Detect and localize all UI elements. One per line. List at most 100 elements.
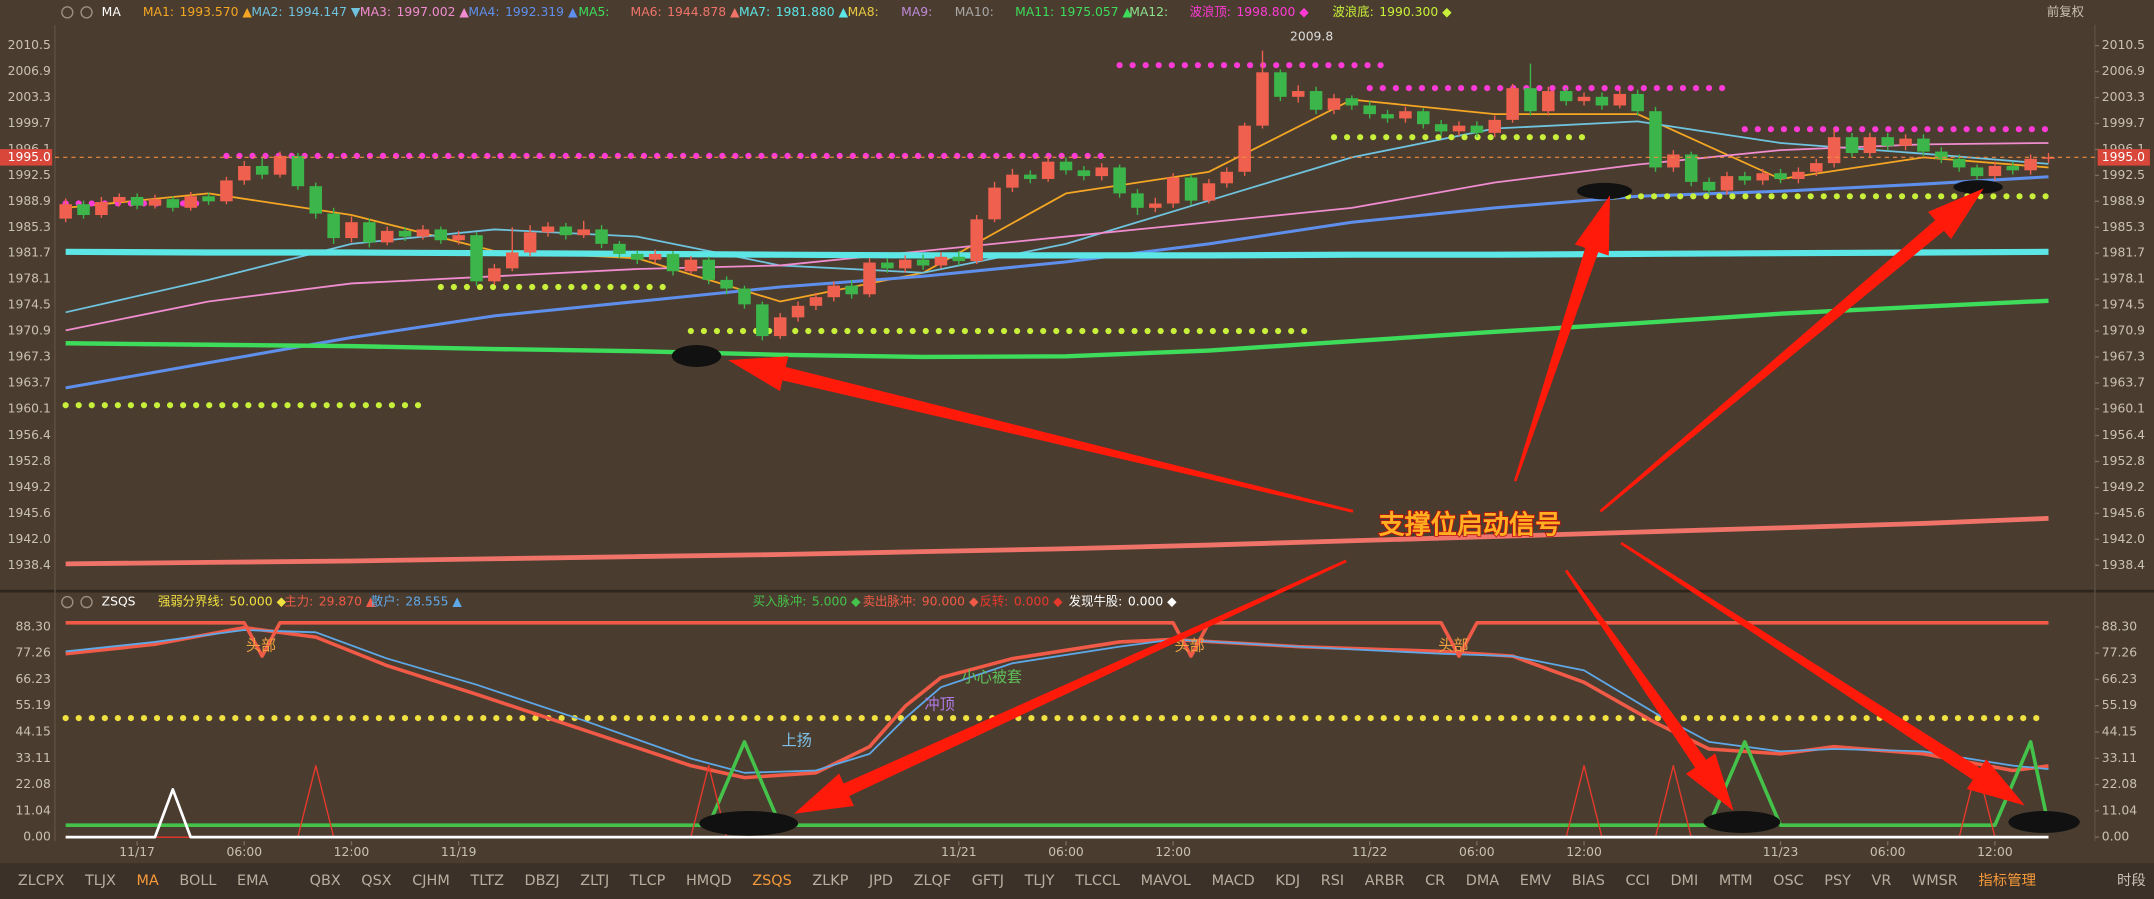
y-tick-label: 88.30 — [15, 619, 51, 633]
close-icon[interactable] — [80, 595, 93, 609]
tab[interactable]: DMI — [1670, 873, 1698, 889]
tab[interactable]: ZLKP — [812, 873, 848, 889]
tab[interactable]: 指标管理 — [1978, 872, 2036, 889]
candle-body — [756, 304, 769, 337]
candle-body — [1988, 166, 2002, 177]
tab[interactable]: BOLL — [179, 873, 216, 889]
tab[interactable]: TLCCL — [1074, 873, 1120, 889]
tab[interactable]: ZLQF — [914, 873, 952, 889]
y-tick-label: 55.19 — [15, 698, 50, 712]
legend-name[interactable]: MA3: — [360, 5, 391, 19]
sub-indicator-name[interactable]: ZSQS — [102, 595, 136, 609]
legend-name[interactable]: 卖出脉冲: — [863, 594, 917, 609]
candle-body — [916, 259, 930, 266]
legend-value: 28.555 ▲ — [405, 595, 462, 609]
tab[interactable]: MAVOL — [1141, 873, 1191, 889]
candle-body — [238, 166, 251, 181]
legend-name[interactable]: MA1: — [143, 5, 174, 19]
candle-body — [970, 219, 983, 262]
tab[interactable]: WMSR — [1912, 873, 1958, 889]
period-button[interactable]: 时段 — [2117, 872, 2146, 889]
tab[interactable]: DBZJ — [525, 873, 560, 889]
legend-name[interactable]: MA11: — [1015, 5, 1054, 19]
candle-body — [1274, 72, 1287, 97]
candle-body — [1220, 171, 1234, 184]
legend-value: 1990.300 ◆ — [1379, 5, 1452, 19]
candle-body — [1291, 91, 1305, 97]
x-tick-label: 11/22 — [1352, 845, 1388, 859]
legend-name[interactable]: 波浪顶: — [1190, 4, 1231, 19]
settings-icon[interactable] — [61, 595, 74, 609]
tab[interactable]: EMV — [1520, 873, 1552, 889]
candle-body — [1470, 125, 1484, 133]
legend-name[interactable]: 主力: — [284, 595, 313, 609]
y-tick-label: 1988.9 — [8, 194, 51, 208]
y-tick-label: 1970.9 — [2102, 324, 2145, 338]
legend-name[interactable]: MA6: — [631, 5, 662, 19]
x-tick-label: 06:00 — [226, 845, 262, 859]
tab[interactable]: EMA — [237, 873, 269, 889]
tab[interactable]: ZLTJ — [580, 873, 609, 889]
tab[interactable]: TLTZ — [469, 873, 504, 889]
tab[interactable]: HMQD — [686, 873, 732, 889]
tab[interactable]: QBX — [310, 873, 341, 889]
tab[interactable]: TLJX — [84, 873, 116, 889]
candle-body — [577, 229, 590, 236]
y-tick-label: 1974.5 — [2102, 298, 2145, 312]
legend-name[interactable]: MA10: — [955, 5, 994, 19]
tab[interactable]: BIAS — [1572, 873, 1605, 889]
tab[interactable]: TLCP — [629, 873, 666, 889]
tab[interactable]: RSI — [1321, 873, 1344, 889]
tab[interactable]: OSC — [1773, 873, 1804, 889]
legend-name[interactable]: MA8: — [848, 5, 879, 19]
tab[interactable]: TLJY — [1024, 873, 1055, 889]
legend-name[interactable]: MA2: — [251, 5, 282, 19]
candle-body — [1649, 111, 1662, 168]
legend-name[interactable]: 散户: — [371, 594, 400, 609]
tab[interactable]: MACD — [1212, 873, 1255, 889]
legend-name[interactable]: MA4: — [468, 5, 499, 19]
legend-name[interactable]: 波浪底: — [1333, 4, 1374, 19]
y-tick-label: 1974.5 — [8, 298, 51, 312]
x-tick-label: 06:00 — [1048, 845, 1084, 859]
tab[interactable]: MTM — [1719, 873, 1753, 889]
tab[interactable]: QSX — [361, 873, 391, 889]
tab[interactable]: VR — [1872, 873, 1892, 889]
legend-name[interactable]: 反转: — [979, 594, 1008, 609]
tab[interactable]: KDJ — [1275, 873, 1300, 889]
legend-name[interactable]: 买入脉冲: — [753, 594, 807, 609]
tab[interactable]: DMA — [1466, 873, 1500, 889]
tab[interactable]: CCI — [1626, 873, 1650, 889]
candle-body — [416, 229, 430, 237]
y-tick-label: 22.08 — [15, 777, 51, 791]
legend-name[interactable]: MA5: — [578, 5, 609, 19]
candle-body — [1381, 114, 1394, 119]
legend-name[interactable]: MA9: — [901, 5, 932, 19]
tab[interactable]: CR — [1425, 873, 1445, 889]
legend-name[interactable]: MA12: — [1129, 5, 1168, 19]
tab[interactable]: GFTJ — [972, 873, 1004, 889]
x-tick-label: 06:00 — [1459, 845, 1495, 859]
settings-icon[interactable] — [61, 6, 74, 19]
tab[interactable]: CJHM — [412, 873, 450, 889]
candle-body — [1524, 88, 1537, 112]
series-line — [65, 98, 2049, 303]
candle-body — [1970, 167, 1984, 177]
legend-name[interactable]: 强弱分界线: — [158, 595, 224, 609]
candle-body — [1488, 119, 1501, 133]
candle-body — [1149, 203, 1162, 208]
tab[interactable]: MA — [137, 873, 159, 889]
legend-name[interactable]: 发现牛股: — [1069, 594, 1123, 609]
candle-body — [523, 232, 537, 253]
tab[interactable]: PSY — [1824, 873, 1851, 889]
tab[interactable]: ARBR — [1365, 873, 1405, 889]
y-tick-label: 1949.2 — [8, 480, 51, 494]
tab[interactable]: JPD — [868, 873, 893, 889]
indicator-name[interactable]: MA — [102, 5, 122, 19]
adjust-button[interactable]: 前复权 — [2047, 4, 2084, 19]
tab[interactable]: ZSQS — [752, 873, 791, 889]
tab[interactable]: ZLCPX — [18, 873, 65, 889]
legend-name[interactable]: MA7: — [739, 5, 770, 19]
close-icon[interactable] — [80, 6, 93, 19]
